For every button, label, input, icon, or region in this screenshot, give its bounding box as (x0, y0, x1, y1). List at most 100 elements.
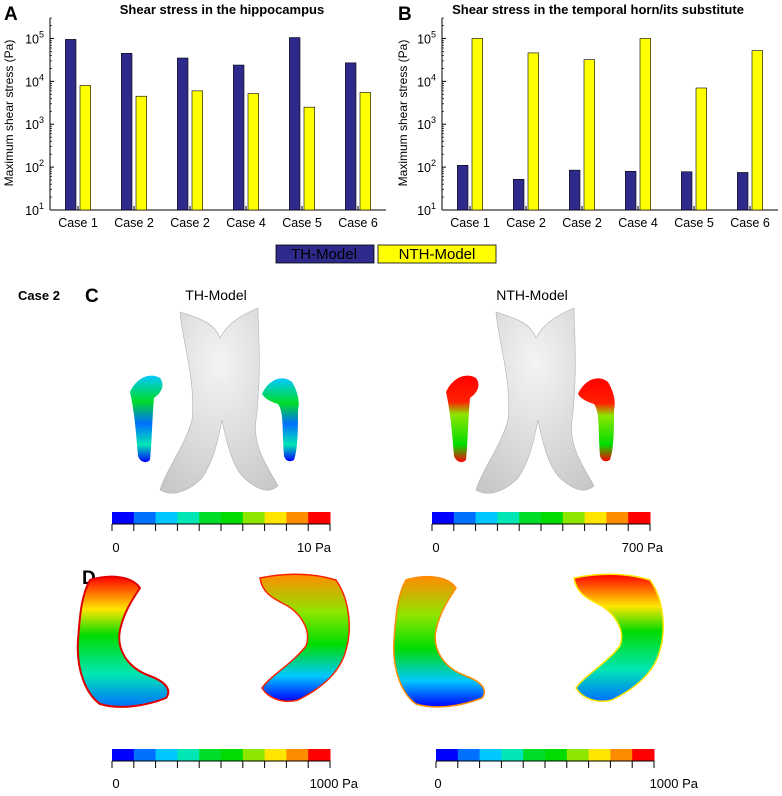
chart-a-bar-th-5 (289, 37, 301, 211)
brain-render-nth (446, 307, 615, 494)
colorbar-c-left-swatch-0 (112, 512, 135, 524)
chart-a-xtick-label-0: Case 1 (58, 216, 98, 230)
colorbar-d-right-swatch-3 (501, 749, 524, 761)
colorbar-d-left-swatch-2 (155, 749, 178, 761)
colorbar-d-left (111, 749, 331, 768)
chart-a-xtick-label-3: Case 4 (226, 216, 266, 230)
chart-b-bar-nth-1 (471, 38, 483, 211)
chart-b-xtick-label-1: Case 2 (506, 216, 546, 230)
colorbar-c-right-max: 700 Pa (622, 540, 664, 555)
legend-swatch-nth (377, 244, 497, 264)
chart-b-bar-nth-2 (527, 52, 539, 211)
colorbar-d-left-swatch-8 (286, 749, 309, 761)
legend-label-th: TH-Model (291, 246, 357, 263)
chart-b-ytick-label-3: 104 (417, 72, 436, 89)
colorbar-c-right-swatch-0 (432, 512, 455, 524)
chart-b-bar-th-2 (513, 178, 525, 211)
colorbar-d-left-swatch-1 (133, 749, 157, 761)
colorbar-d-right-max: 1000 Pa (650, 776, 699, 791)
chart-b-bar-nth-5 (695, 87, 707, 211)
colorbar-c-left-swatch-2 (155, 512, 178, 524)
colorbar-c-right-swatch-1 (453, 512, 477, 524)
temporal-horn-right-nth (578, 378, 615, 462)
stress-map-d1 (76, 575, 170, 708)
chart-a-ytick-label-4: 105 (25, 29, 44, 46)
chart-a-bar-nth-2 (135, 95, 147, 211)
stress-map-d4 (573, 573, 664, 702)
temporal-horn-left-nth (446, 375, 479, 463)
colorbar-c-left (111, 512, 331, 531)
colorbar-d-left-min: 0 (112, 776, 119, 791)
chart-b-xtick-label-2: Case 2 (562, 216, 602, 230)
chart-b-bar-th-4 (625, 170, 637, 211)
colorbar-d-left-swatch-5 (221, 749, 244, 761)
stress-map-d3 (393, 575, 486, 708)
colorbar-c-right-swatch-6 (562, 512, 586, 524)
colorbar-d-left-swatch-7 (264, 749, 287, 761)
chart-a-bar-nth-3 (191, 90, 203, 211)
colorbar-c-right-swatch-9 (628, 512, 651, 524)
colorbar-c-right-swatch-8 (606, 512, 629, 524)
colorbar-c-left-swatch-6 (242, 512, 266, 524)
hippocampus-map-nth-right (573, 573, 664, 702)
hippocampus-left-th (130, 375, 163, 463)
colorbar-c-right-swatch-5 (541, 512, 564, 524)
chart-b-xtick-label-4: Case 5 (674, 216, 714, 230)
chart-b-ytick-label-1: 102 (417, 158, 436, 175)
colorbar-c-right-min: 0 (432, 540, 439, 555)
panel-letter-a: A (4, 4, 18, 25)
colorbar-c-left-max: 10 Pa (297, 540, 332, 555)
colorbar-c-right-swatch-2 (475, 512, 498, 524)
colorbar-d-right-swatch-1 (457, 749, 481, 761)
colorbar-c-right (431, 512, 651, 531)
chart-a-ytick-label-2: 103 (25, 115, 44, 132)
chart-a-bar-th-4 (233, 64, 245, 211)
colorbar-d-right-swatch-4 (523, 749, 546, 761)
colorbar-c-left-swatch-7 (264, 512, 287, 524)
chart-a-bar-nth-1 (79, 85, 91, 211)
colorbar-d-right-swatch-5 (545, 749, 568, 761)
legend-label-nth: NTH-Model (399, 246, 476, 263)
colorbar-c-right-swatch-3 (497, 512, 520, 524)
colorbar-c-left-swatch-4 (199, 512, 222, 524)
colorbar-c-right-swatch-7 (584, 512, 607, 524)
hippocampus-map-nth-left (393, 575, 486, 708)
colorbar-d-left-swatch-0 (112, 749, 135, 761)
stress-map-d2 (259, 573, 350, 702)
chart-a-bar-nth-6 (359, 92, 371, 211)
chart-a-xtick-label-4: Case 5 (282, 216, 322, 230)
chart-a-xtick-label-5: Case 6 (338, 216, 378, 230)
chart-a-bar-th-3 (177, 57, 189, 211)
chart-a-bar-nth-4 (247, 93, 259, 211)
panel-c-right-title: NTH-Model (496, 287, 568, 303)
colorbar-d-right-swatch-2 (479, 749, 502, 761)
chart-a-xtick-label-1: Case 2 (114, 216, 154, 230)
ventricle-bone-nth (475, 307, 595, 494)
colorbar-c-left-swatch-1 (133, 512, 157, 524)
colorbar-d-right-swatch-8 (610, 749, 633, 761)
hippocampus-map-th-right (259, 573, 350, 702)
chart-b-title: Shear stress in the temporal horn/its su… (452, 2, 744, 17)
colorbar-d-left-swatch-6 (242, 749, 266, 761)
colorbar-c-left-swatch-5 (221, 512, 244, 524)
chart-a-ytick-label-3: 104 (25, 72, 44, 89)
colorbar-d-right-swatch-9 (632, 749, 655, 761)
hippocampus-right-th (262, 378, 299, 462)
colorbar-c-left-swatch-8 (286, 512, 309, 524)
colorbar-d-left-max: 1000 Pa (310, 776, 359, 791)
ventricle-bone-th (159, 307, 279, 494)
chart-a-bar-th-1 (65, 39, 77, 211)
chart-b-ytick-label-4: 105 (417, 29, 436, 46)
panel-letter-c: C (85, 286, 99, 307)
colorbar-d-right-swatch-7 (588, 749, 611, 761)
chart-a-bar-nth-5 (303, 106, 315, 211)
chart-b-bar-nth-3 (583, 59, 595, 211)
chart-a-ytick-label-1: 102 (25, 158, 44, 175)
chart-b-ytick-label-0: 101 (417, 201, 436, 218)
colorbar-d-right (435, 749, 655, 768)
chart-a-ytick-label-0: 101 (25, 201, 44, 218)
chart-b-xtick-label-0: Case 1 (450, 216, 490, 230)
chart-a-title: Shear stress in the hippocampus (120, 2, 324, 17)
colorbar-c-left-min: 0 (112, 540, 119, 555)
